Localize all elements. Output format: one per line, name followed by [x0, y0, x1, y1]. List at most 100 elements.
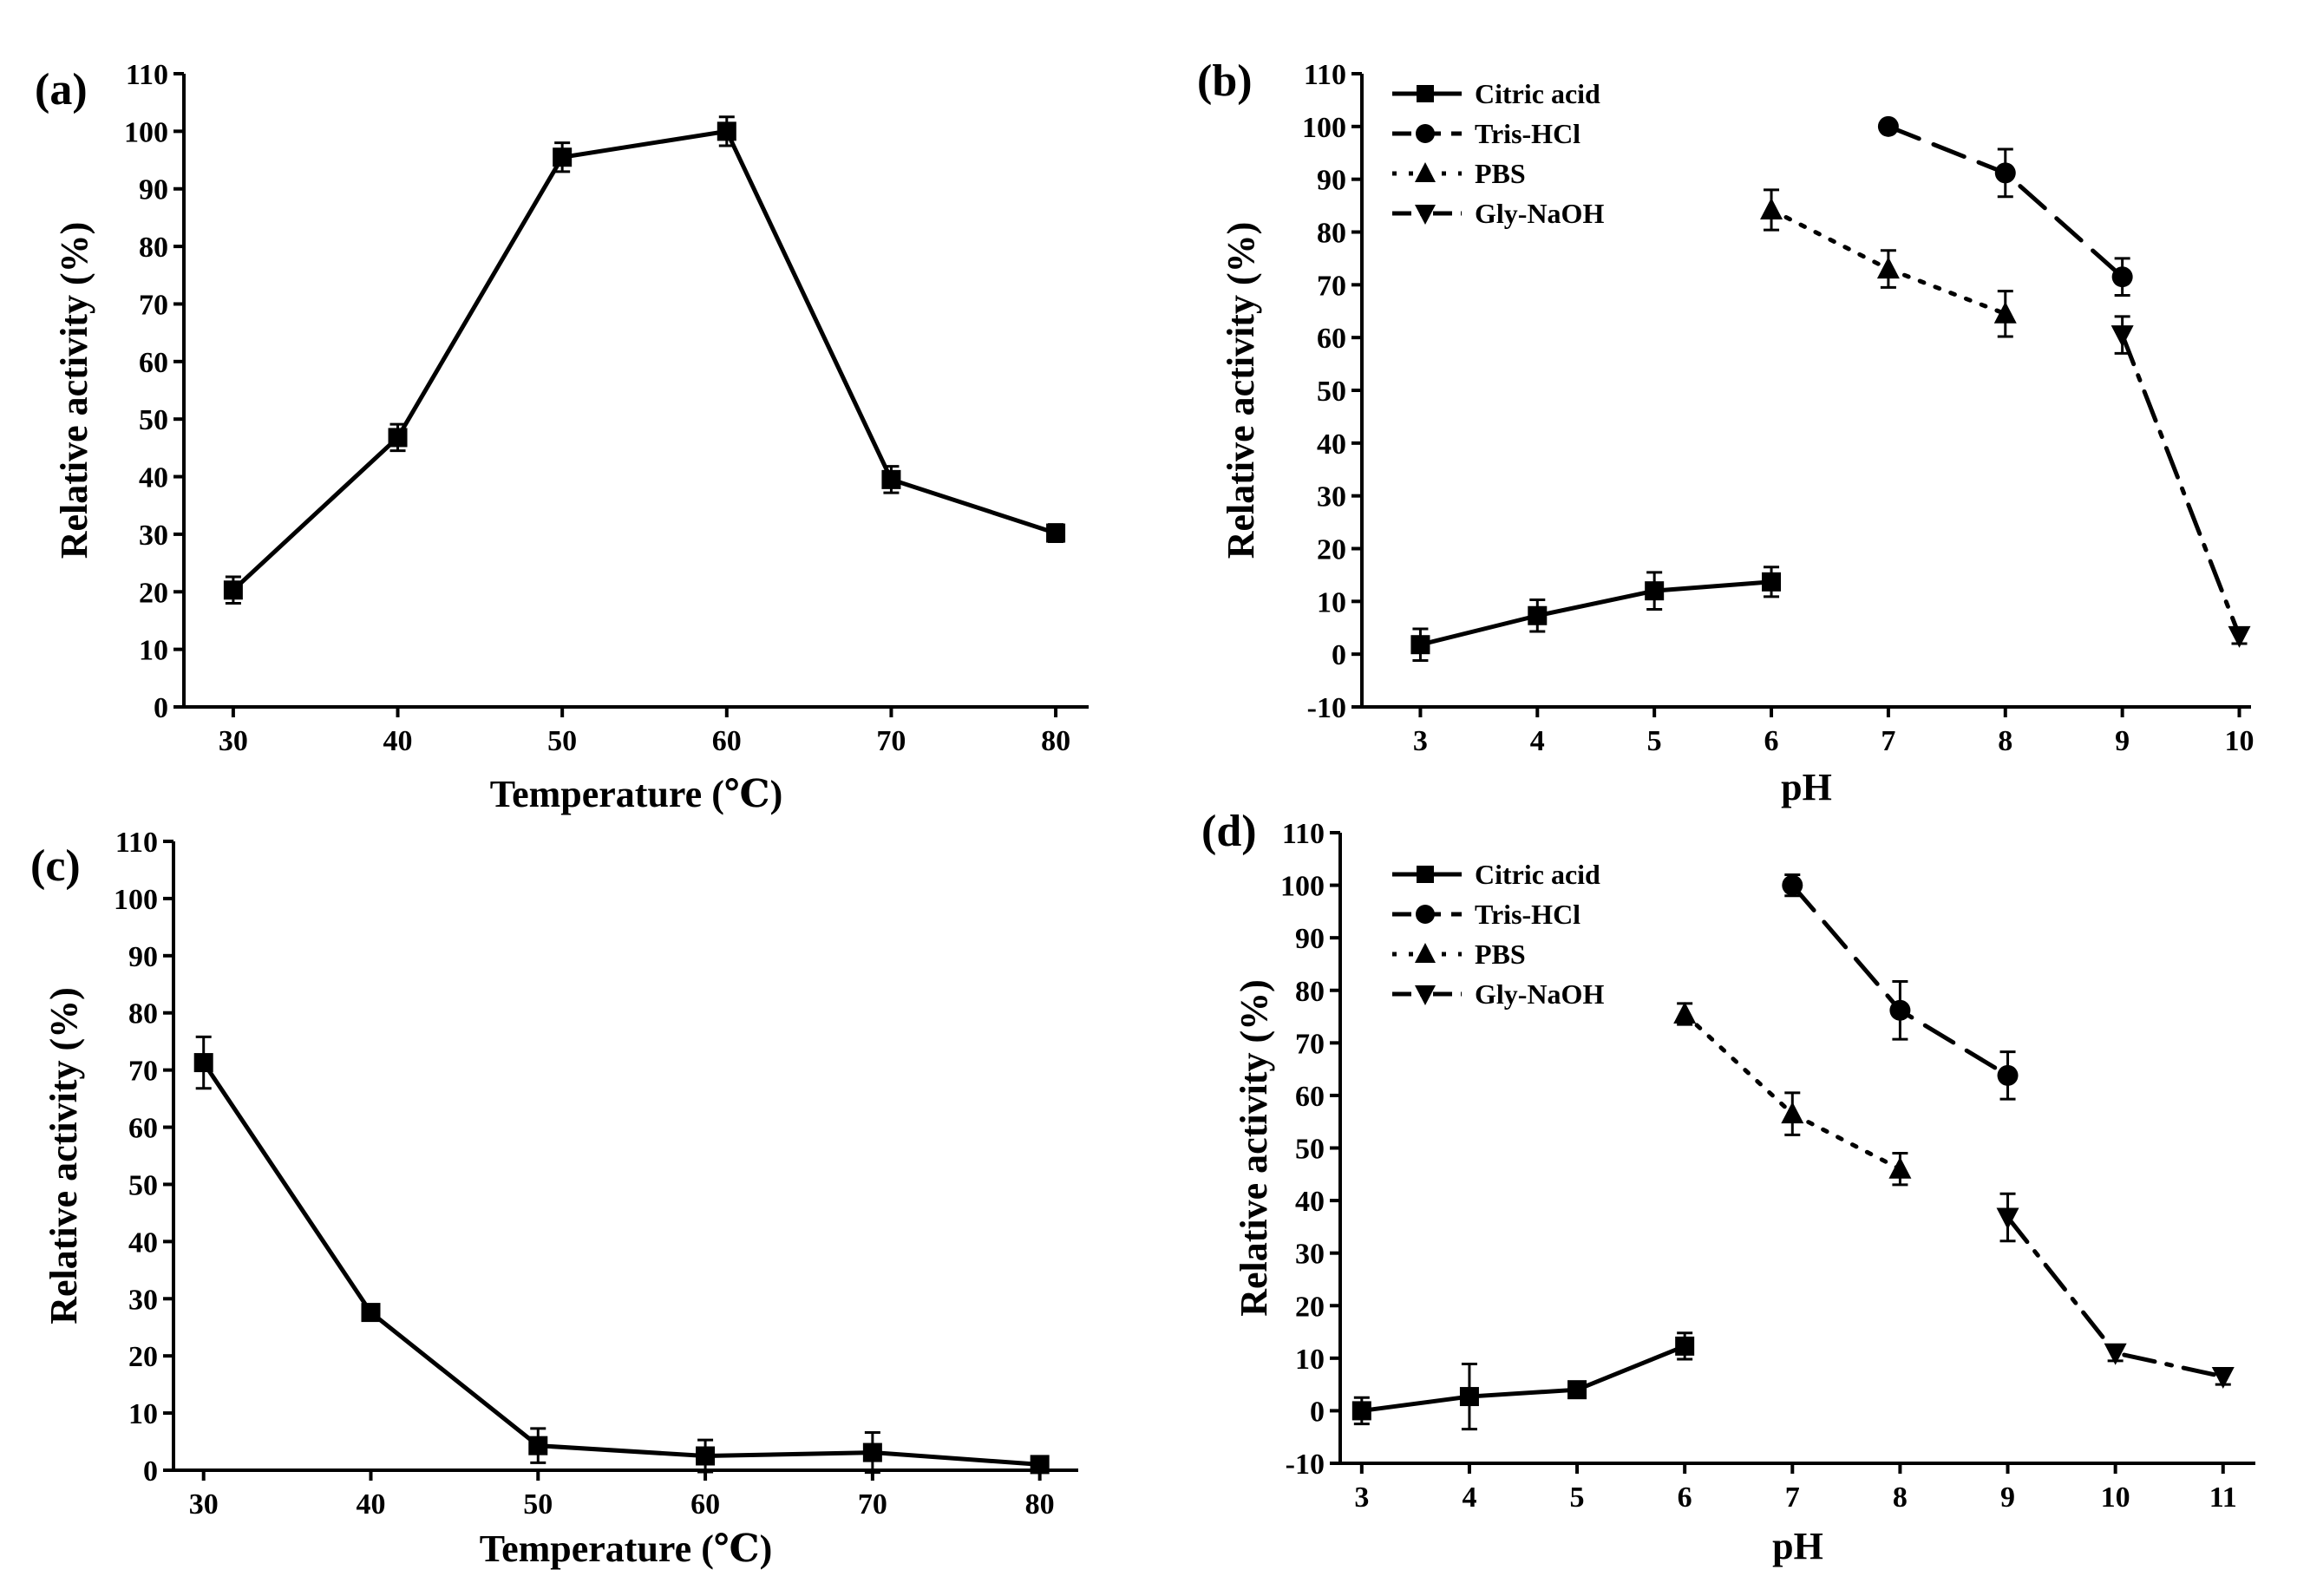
- x-tick-label: 6: [1764, 725, 1779, 757]
- x-tick-label: 9: [2000, 1482, 2015, 1514]
- y-tick-label: 70: [1295, 1028, 1325, 1060]
- y-tick-label: 110: [1282, 818, 1325, 850]
- x-tick-label: 9: [2115, 725, 2130, 757]
- data-point: [1781, 1102, 1804, 1124]
- data-point: [1046, 523, 1066, 543]
- legend: Citric acid Tris-HCl PBS Gly-NaOH: [1392, 78, 1604, 229]
- y-axis-title: Relative activity (%): [1233, 979, 1275, 1317]
- series-line: [1359, 1344, 1687, 1413]
- data-point: [1675, 1336, 1695, 1356]
- x-tick-label: 40: [383, 725, 413, 757]
- y-tick-label: 10: [139, 635, 168, 667]
- y-tick-label: 70: [128, 1056, 158, 1088]
- data-point: [1645, 581, 1665, 601]
- y-axis-title: Relative activity (%): [1220, 222, 1262, 559]
- panel-a: 0 10 20 30 40 50 60 70 80 90 100 110 30 40 50 60 70 80 Tem…: [35, 59, 1089, 815]
- series-line: [1417, 579, 1774, 647]
- data-point: [1993, 301, 2017, 324]
- x-tick-label: 40: [356, 1488, 385, 1521]
- data-point: [696, 1446, 716, 1466]
- x-axis-title: pH: [1781, 766, 1832, 808]
- data-point: [1528, 605, 1548, 625]
- data-point: [1673, 1002, 1697, 1024]
- x-tick-label: 11: [2209, 1482, 2237, 1514]
- y-tick-label: 100: [1280, 871, 1325, 903]
- series-line: [2006, 1214, 2226, 1379]
- x-tick-label: 8: [1893, 1482, 1908, 1514]
- legend-marker: [1415, 162, 1436, 182]
- legend-label: PBS: [1475, 158, 1526, 189]
- x-tick-label: 6: [1678, 1482, 1692, 1514]
- series-gly-naoh: [2110, 315, 2251, 648]
- series-line: [1682, 1011, 1902, 1172]
- legend-label: PBS: [1475, 939, 1526, 970]
- legend-marker: [1415, 943, 1436, 963]
- data-point: [1030, 1455, 1050, 1475]
- panel-d: -10 0 10 20 30 40 50 60 70 80 90 100 110 3 4 5 6 7 8 9 10 11 p…: [1201, 807, 2255, 1567]
- y-tick-label: 60: [139, 347, 168, 379]
- legend-label: Citric acid: [1475, 78, 1600, 109]
- x-tick-label: 4: [1462, 1482, 1476, 1514]
- x-tick-label: 4: [1530, 725, 1545, 757]
- y-tick-label: 60: [1317, 323, 1346, 355]
- x-tick-label: 70: [876, 725, 906, 757]
- y-tick-label: 70: [1317, 270, 1346, 302]
- y-tick-label: 50: [139, 404, 168, 436]
- y-tick-label: 80: [128, 998, 158, 1030]
- data-point: [1351, 1401, 1371, 1421]
- panel-label: (d): [1201, 807, 1257, 856]
- legend-marker: [1416, 124, 1435, 143]
- y-tick-label: 50: [1295, 1134, 1325, 1166]
- series-tris-hcl: [1877, 115, 2133, 297]
- data-point: [862, 1442, 882, 1462]
- data-point: [1877, 115, 1899, 137]
- x-tick-label: 3: [1354, 1482, 1369, 1514]
- series-line: [201, 1060, 1043, 1467]
- data-point: [553, 147, 573, 167]
- x-tick-label: 50: [523, 1488, 553, 1521]
- y-axis-title: Relative activity (%): [43, 987, 85, 1325]
- data-point: [528, 1436, 548, 1455]
- y-tick-label: 60: [1295, 1081, 1325, 1113]
- data-point: [881, 469, 901, 489]
- x-axis-title: Temperature (℃): [480, 1527, 772, 1570]
- y-tick-label: 20: [139, 577, 168, 609]
- panel-b: -10 0 10 20 30 40 50 60 70 80 90 100 110 3 4 5 6 7 8 9 10 pH R…: [1197, 56, 2254, 808]
- data-point: [717, 121, 736, 141]
- data-point: [388, 428, 408, 448]
- legend-label: Citric acid: [1475, 859, 1600, 890]
- y-tick-label: 0: [1332, 639, 1346, 671]
- y-tick-label: 110: [126, 59, 168, 91]
- x-tick-label: 7: [1881, 725, 1895, 757]
- y-tick-label: 40: [1317, 428, 1346, 461]
- data-point: [1996, 1207, 2019, 1230]
- y-axis-title: Relative activity (%): [53, 222, 95, 559]
- x-tick-label: 50: [547, 725, 577, 757]
- x-tick-label: 5: [1570, 1482, 1585, 1514]
- y-tick-label: 20: [1317, 534, 1346, 566]
- y-tick-label: 100: [1302, 112, 1346, 144]
- series-line: [2120, 332, 2242, 638]
- legend-marker: [1415, 985, 1436, 1005]
- y-tick-label: 50: [128, 1169, 158, 1201]
- y-tick-label: 40: [128, 1226, 158, 1259]
- data-point: [2211, 1367, 2235, 1390]
- data-point: [223, 580, 243, 600]
- panel-label: (c): [30, 841, 81, 891]
- data-point: [2104, 1343, 2127, 1365]
- y-tick-label: 90: [1317, 165, 1346, 197]
- x-tick-label: 10: [2101, 1482, 2130, 1514]
- series-citric-acid: [1410, 566, 1782, 662]
- x-tick-label: 60: [690, 1488, 720, 1521]
- y-tick-label: 30: [139, 520, 168, 552]
- data-point: [1876, 257, 1900, 279]
- y-tick-label: 20: [128, 1341, 158, 1373]
- data-point: [1994, 162, 2016, 184]
- x-axis-title: Temperature (℃): [490, 773, 782, 815]
- data-point: [1459, 1387, 1479, 1407]
- series-pbs: [1760, 188, 2017, 338]
- y-tick-label: 110: [115, 827, 158, 859]
- x-tick-label: 60: [712, 725, 742, 757]
- x-tick-label: 10: [2225, 725, 2254, 757]
- x-axis-title: pH: [1772, 1525, 1823, 1567]
